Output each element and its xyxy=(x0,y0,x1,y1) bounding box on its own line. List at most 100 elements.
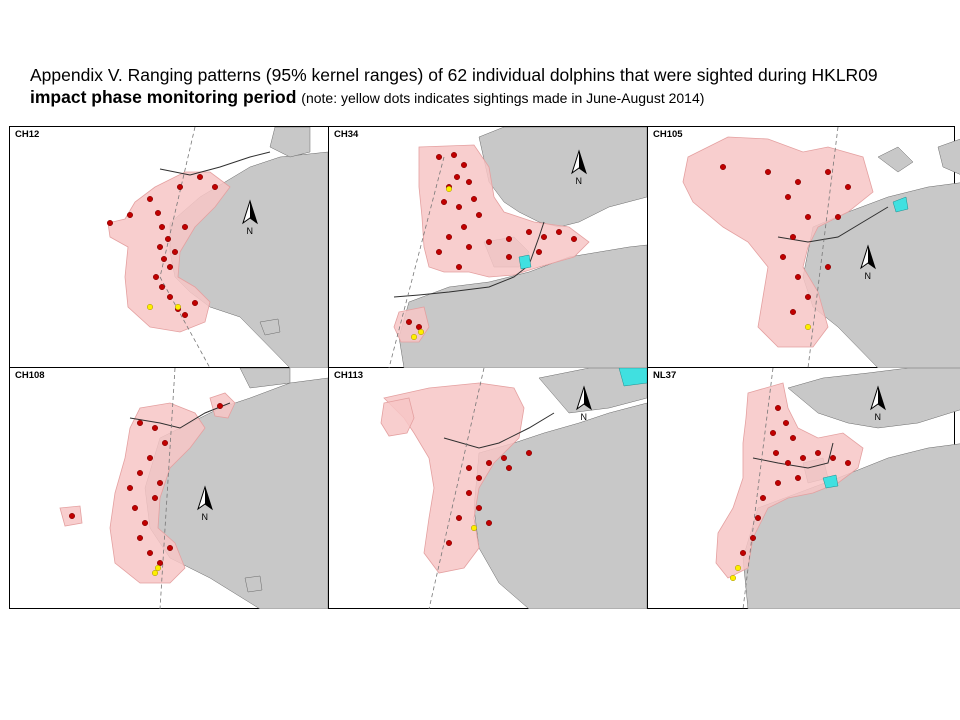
sighting-dot xyxy=(158,283,165,290)
sighting-dot xyxy=(475,504,482,511)
survey-line xyxy=(807,127,839,368)
sighting-dot xyxy=(171,248,178,255)
kernel-range xyxy=(380,397,415,437)
land-mass xyxy=(877,146,914,173)
panel-label: CH105 xyxy=(653,129,683,140)
sighting-dot xyxy=(453,174,460,181)
sighting-dot xyxy=(505,235,512,242)
sighting-dot xyxy=(106,219,113,226)
sighting-dot xyxy=(166,263,173,270)
kernel-range xyxy=(383,382,525,574)
sighting-dot xyxy=(505,253,512,260)
sighting-dot xyxy=(794,179,801,186)
sighting-dot xyxy=(465,464,472,471)
panel-label: CH12 xyxy=(15,129,40,140)
sighting-dot xyxy=(211,184,218,191)
sighting-dot-recent xyxy=(417,328,424,335)
caption-title-bold: impact phase monitoring period xyxy=(30,87,297,107)
sighting-dot xyxy=(485,459,492,466)
north-arrow: N xyxy=(576,385,592,422)
sighting-dot xyxy=(152,273,159,280)
ferry-route xyxy=(129,402,231,429)
ferry-route xyxy=(393,221,545,298)
ferry-route xyxy=(443,412,555,449)
land-mass xyxy=(538,368,647,414)
sighting-dot xyxy=(784,459,791,466)
north-label: N xyxy=(875,412,882,422)
sighting-dot-recent xyxy=(154,564,161,571)
sighting-dot xyxy=(814,449,821,456)
sighting-dot xyxy=(154,209,161,216)
sighting-dot xyxy=(769,430,776,437)
north-arrow: N xyxy=(860,244,876,281)
sighting-dot xyxy=(772,449,779,456)
sighting-dot xyxy=(191,299,198,306)
sighting-dot xyxy=(779,253,786,260)
sightings xyxy=(719,164,851,330)
sighting-dot xyxy=(156,479,163,486)
map-ch113: N xyxy=(380,368,647,609)
map-panel-ch12: N CH12 xyxy=(10,127,328,368)
caption-line-2: impact phase monitoring period (note: ye… xyxy=(30,86,945,109)
sighting-dot xyxy=(525,228,532,235)
sighting-dot xyxy=(405,318,412,325)
sighting-dot xyxy=(196,174,203,181)
land-mass xyxy=(937,138,960,175)
sighting-dot xyxy=(141,519,148,526)
sighting-dot xyxy=(505,464,512,471)
sighting-dot xyxy=(415,323,422,330)
north-label: N xyxy=(202,512,209,522)
sighting-dot xyxy=(470,195,477,202)
sighting-dot xyxy=(824,169,831,176)
sighting-dot xyxy=(435,154,442,161)
land-mass xyxy=(239,368,291,389)
sighting-dot xyxy=(500,454,507,461)
sighting-dot xyxy=(789,434,796,441)
sighting-dot-recent xyxy=(174,303,181,310)
north-label: N xyxy=(581,412,588,422)
sighting-dot xyxy=(555,228,562,235)
land-mass xyxy=(259,318,281,336)
north-arrow: N xyxy=(870,385,886,422)
kernel-range xyxy=(418,144,590,278)
survey-line xyxy=(388,156,445,368)
sighting-dot xyxy=(719,164,726,171)
sighting-dot xyxy=(151,494,158,501)
sighting-dot xyxy=(455,203,462,210)
sighting-dot xyxy=(435,248,442,255)
sighting-dot xyxy=(176,184,183,191)
sighting-dot xyxy=(804,213,811,220)
north-arrow: N xyxy=(571,149,587,186)
ferry-route xyxy=(777,206,889,243)
figure-caption: Appendix V. Ranging patterns (95% kernel… xyxy=(30,64,945,109)
sighting-dot xyxy=(146,454,153,461)
reclamation-area xyxy=(618,368,647,387)
panel-label: NL37 xyxy=(653,370,677,381)
sighting-dot xyxy=(485,238,492,245)
sighting-dot xyxy=(844,184,851,191)
sighting-dot xyxy=(774,405,781,412)
sighting-dot xyxy=(784,193,791,200)
sighting-dot xyxy=(164,235,171,242)
sighting-dot xyxy=(136,534,143,541)
ferry-route xyxy=(752,442,834,469)
kernel-range xyxy=(682,136,874,348)
sighting-dot xyxy=(774,479,781,486)
sighting-dot xyxy=(445,539,452,546)
sighting-dot-recent xyxy=(410,333,417,340)
north-arrow: N xyxy=(242,199,258,236)
survey-line xyxy=(428,368,485,609)
sightings xyxy=(106,174,218,318)
survey-line xyxy=(159,276,211,368)
survey-line xyxy=(159,368,176,609)
sighting-dot xyxy=(69,512,76,519)
map-panel-ch113: N CH113 xyxy=(329,368,647,609)
sighting-dot xyxy=(465,489,472,496)
sighting-dot xyxy=(465,179,472,186)
sighting-dot xyxy=(782,420,789,427)
land-mass xyxy=(269,127,311,158)
reclamation-area xyxy=(518,254,532,270)
sighting-dot xyxy=(161,439,168,446)
sighting-dot xyxy=(485,519,492,526)
sighting-dot xyxy=(460,162,467,169)
